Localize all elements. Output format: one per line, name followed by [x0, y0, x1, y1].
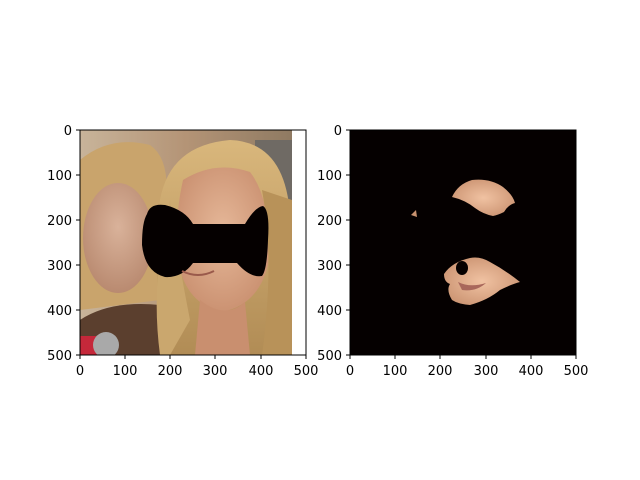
right-y-axis: 0 100 200 300 400 500 [317, 124, 350, 364]
right-x-tick-label: 100 [383, 364, 408, 379]
right-axes-background [350, 130, 576, 355]
left-x-tick-label: 200 [158, 364, 183, 379]
right-x-axis: 0 100 200 300 400 500 [346, 355, 589, 379]
left-y-tick-label: 400 [47, 304, 72, 319]
left-x-tick-label: 300 [203, 364, 228, 379]
left-x-tick-label: 100 [113, 364, 138, 379]
left-y-tick-label: 100 [47, 169, 72, 184]
right-y-tick-label: 0 [334, 124, 342, 139]
left-x-tick-label: 500 [294, 364, 319, 379]
right-x-tick-label: 500 [564, 364, 589, 379]
left-y-tick-label: 200 [47, 214, 72, 229]
left-x-tick-label: 400 [249, 364, 274, 379]
microphone-head [93, 332, 119, 358]
right-y-tick-label: 100 [317, 169, 342, 184]
left-x-axis: 0 100 200 300 400 500 [76, 355, 319, 379]
right-y-tick-label: 500 [317, 349, 342, 364]
right-y-tick-label: 200 [317, 214, 342, 229]
left-y-axis: 0 100 200 300 400 500 [47, 124, 80, 364]
left-y-tick-label: 500 [47, 349, 72, 364]
right-y-tick-label: 300 [317, 259, 342, 274]
left-image-panel [80, 130, 306, 358]
right-mask-panel [350, 130, 576, 355]
lower-face-mask-hole [456, 261, 468, 275]
right-x-tick-label: 200 [428, 364, 453, 379]
left-y-tick-label: 300 [47, 259, 72, 274]
right-x-tick-label: 400 [519, 364, 544, 379]
right-y-tick-label: 400 [317, 304, 342, 319]
right-x-tick-label: 300 [474, 364, 499, 379]
left-x-tick-label: 0 [76, 364, 84, 379]
right-x-tick-label: 0 [346, 364, 354, 379]
left-y-tick-label: 0 [64, 124, 72, 139]
